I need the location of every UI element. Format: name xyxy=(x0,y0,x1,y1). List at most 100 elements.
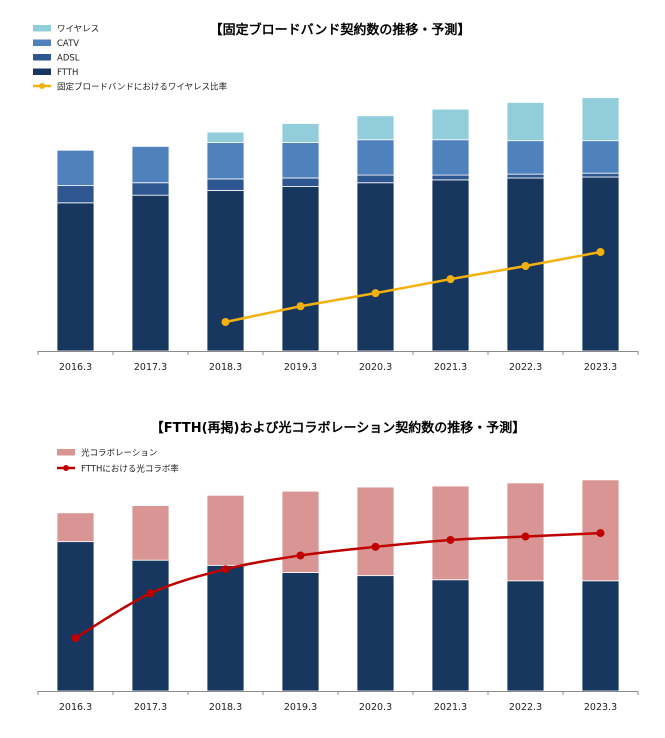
bar-catv xyxy=(56,149,95,187)
bar-series-1 xyxy=(206,564,245,692)
bar-series-0 xyxy=(431,485,470,581)
chart-title: 【FTTH(再掲)および光コラボレーション契約数の推移・予測】 xyxy=(151,420,525,436)
legend-swatch-adsl xyxy=(33,54,51,61)
x-tick-label: 2016.3 xyxy=(59,702,92,713)
bar-group xyxy=(56,97,620,352)
x-axis: 2016.3 2017.3 2018.3 2019.3 2020.3 2021.3 2022… xyxy=(37,351,639,373)
x-tick-label: 2017.3 xyxy=(134,702,167,713)
legend-label: FTTHにおける光コラボ率 xyxy=(81,464,179,475)
ratio-point xyxy=(221,318,230,326)
bar-series-1 xyxy=(131,559,170,692)
bar-series-1 xyxy=(506,580,545,692)
bar-catv xyxy=(431,139,470,176)
bar-series-1 xyxy=(581,580,620,692)
bar-adsl xyxy=(281,177,320,187)
bar-catv xyxy=(506,140,545,175)
ratio-point xyxy=(221,565,230,574)
ratio-line-path xyxy=(225,250,601,324)
x-tick-label: 2018.3 xyxy=(209,362,242,373)
ratio-point xyxy=(146,589,155,598)
legend-swatch-series-0 xyxy=(57,449,75,456)
bar-series-1 xyxy=(431,579,470,692)
ftth-collabo-chart-svg: 【FTTH(再掲)および光コラボレーション契約数の推移・予測】 光コラボレーショ… xyxy=(37,420,639,713)
x-axis: 2016.3 2017.3 2018.3 2019.3 2020.3 2021.3 2022… xyxy=(37,691,639,713)
bar-adsl xyxy=(131,182,170,196)
x-tick-label: 2021.3 xyxy=(434,362,467,373)
legend-label: CATV xyxy=(57,39,79,49)
bar-series-0 xyxy=(431,108,470,141)
bar-catv xyxy=(281,142,320,179)
legend-marker xyxy=(39,83,45,89)
ratio-point xyxy=(596,529,605,538)
chart-title: 【固定ブロードバンド契約数の推移・予測】 xyxy=(210,22,471,38)
bar-series-0 xyxy=(206,131,245,143)
ratio-point xyxy=(296,551,305,560)
ratio-point xyxy=(446,535,455,544)
bar-ftth xyxy=(281,186,320,352)
x-tick-label: 2020.3 xyxy=(359,702,392,713)
bar-ftth xyxy=(56,202,95,352)
bar-series-0 xyxy=(506,482,545,582)
bar-series-0 xyxy=(131,505,170,561)
legend-label: 固定ブロードバンドにおけるワイヤレス比率 xyxy=(57,82,228,93)
legend-swatch-series-0 xyxy=(33,25,51,32)
chart-legend: ワイヤレス CATV ADSL FTTH 固定ブロードバンドにおけるワイヤレス比率 xyxy=(33,25,228,93)
bar-catv xyxy=(206,142,245,180)
bar-series-0 xyxy=(281,123,320,143)
bar-series-0 xyxy=(56,512,95,543)
legend-marker xyxy=(63,465,69,471)
legend-label: ADSL xyxy=(57,54,80,64)
bar-series-1 xyxy=(281,572,320,692)
x-tick-label: 2021.3 xyxy=(434,702,467,713)
bar-adsl xyxy=(56,185,95,204)
bar-series-0 xyxy=(581,97,620,142)
x-tick-label: 2018.3 xyxy=(209,702,242,713)
bar-series-1 xyxy=(356,575,395,692)
bar-ftth xyxy=(131,194,170,352)
legend-swatch-ftth xyxy=(33,68,51,75)
bar-series-0 xyxy=(356,486,395,577)
bar-adsl xyxy=(506,173,545,179)
x-tick-label: 2022.3 xyxy=(509,702,542,713)
chart-legend: 光コラボレーション FTTHにおける光コラボ率 xyxy=(57,448,179,475)
bar-adsl xyxy=(581,172,620,178)
x-tick-label: 2023.3 xyxy=(584,362,617,373)
bar-ftth xyxy=(581,176,620,352)
legend-swatch-catv xyxy=(33,39,51,46)
broadband-chart: 【固定ブロードバンド契約数の推移・予測】 ワイヤレス CATV ADSL FTTH 固定… xyxy=(33,22,639,373)
x-tick-label: 2016.3 xyxy=(59,362,92,373)
bar-series-1 xyxy=(56,541,95,692)
ratio-point xyxy=(296,302,305,311)
legend-label: 光コラボレーション xyxy=(81,448,157,459)
legend-label: FTTH xyxy=(57,68,78,78)
ratio-point xyxy=(521,532,530,541)
ratio-point xyxy=(371,542,380,551)
bar-series-0 xyxy=(506,102,545,142)
ratio-point xyxy=(71,634,80,642)
bar-group xyxy=(56,479,620,692)
bar-ftth xyxy=(356,182,395,352)
ratio-line xyxy=(71,529,605,642)
bar-ftth xyxy=(206,189,245,352)
bar-series-0 xyxy=(356,115,395,141)
broadband-chart-svg: 【固定ブロードバンド契約数の推移・予測】 ワイヤレス CATV ADSL FTTH 固定… xyxy=(33,22,639,373)
ratio-point xyxy=(371,289,380,298)
x-tick-label: 2017.3 xyxy=(134,362,167,373)
legend-label: ワイヤレス xyxy=(57,25,99,35)
bar-series-0 xyxy=(206,494,245,566)
x-tick-label: 2023.3 xyxy=(584,702,617,713)
bar-adsl xyxy=(356,174,395,184)
x-tick-label: 2019.3 xyxy=(284,702,317,713)
ratio-line xyxy=(221,248,605,326)
bar-series-0 xyxy=(281,490,320,573)
bar-ftth xyxy=(431,179,470,352)
x-tick-label: 2019.3 xyxy=(284,362,317,373)
ratio-point xyxy=(446,275,455,284)
bar-catv xyxy=(581,140,620,174)
x-tick-label: 2022.3 xyxy=(509,362,542,373)
bar-catv xyxy=(356,139,395,176)
bar-catv xyxy=(131,146,170,184)
ratio-point xyxy=(521,262,530,270)
ratio-point xyxy=(596,248,605,256)
bar-adsl xyxy=(431,174,470,181)
